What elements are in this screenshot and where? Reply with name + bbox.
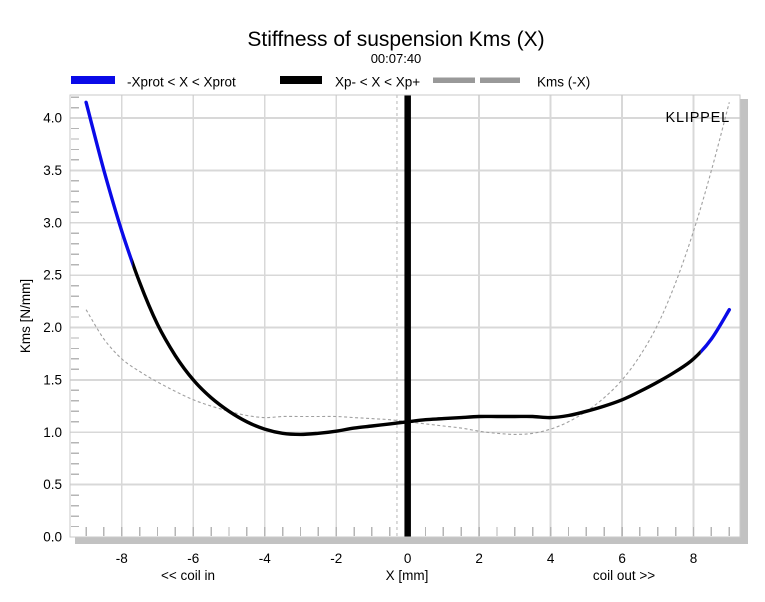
plot-shadow-bottom (75, 537, 748, 544)
y-tick-label: 0.5 (43, 477, 62, 492)
axis-ticks (71, 96, 730, 536)
x-axis-label: X [mm] (386, 568, 429, 583)
legend-swatch-xprot (71, 76, 115, 84)
zero-position-bar (404, 95, 411, 537)
y-tick-label: 3.0 (43, 215, 62, 230)
y-tick-label: 1.5 (43, 372, 62, 387)
plot-frame (69, 94, 741, 538)
x-tick-label: 4 (547, 551, 555, 566)
legend-label-mirror: Kms (-X) (537, 75, 590, 90)
coil-in-annotation: << coil in (161, 568, 215, 583)
x-tick-label: -4 (259, 551, 271, 566)
legend-label-xprot: -Xprot < X < Xprot (127, 75, 236, 90)
x-tick-label: -8 (116, 551, 128, 566)
y-tick-label: 0.0 (43, 530, 62, 545)
tick-labels: -8 -6 -4 -2 0 2 4 6 8 0.0 0.5 1.0 1.5 2.0 2.5 3.0 3.5 4.0 (43, 111, 697, 566)
y-tick-label: 1.0 (43, 425, 62, 440)
position-markers (396, 95, 411, 537)
kms-mirror-curve (85, 102, 730, 435)
y-tick-label: 4.0 (43, 111, 62, 126)
x-tick-label: -6 (187, 551, 199, 566)
coil-out-annotation: coil out >> (593, 568, 655, 583)
x-tick-label: 0 (404, 551, 412, 566)
kms-curve-black (132, 257, 701, 437)
legend: -Xprot < X < Xprot Xp- < X < Xp+ Kms (-X… (71, 75, 590, 90)
curves (84, 100, 731, 437)
legend-swatch-mirror-dash1 (433, 77, 475, 83)
klippel-watermark: KLIPPEL (666, 110, 730, 126)
legend-label-xp: Xp- < X < Xp+ (335, 75, 420, 90)
y-axis-label: Kms [N/mm] (18, 279, 33, 353)
legend-swatch-xp (280, 76, 322, 84)
x-tick-label: 8 (690, 551, 698, 566)
y-tick-label: 3.5 (43, 163, 62, 178)
chart-title: Stiffness of suspension Kms (X) (247, 28, 544, 51)
y-tick-label: 2.5 (43, 268, 62, 283)
chart-subtitle-timestamp: 00:07:40 (371, 51, 422, 66)
y-tick-label: 2.0 (43, 320, 62, 335)
x-tick-label: -2 (330, 551, 342, 566)
legend-swatch-mirror-dash2 (480, 77, 520, 83)
x-tick-label: 2 (475, 551, 483, 566)
plot-shadow-right (740, 99, 748, 544)
x-tick-label: 6 (618, 551, 626, 566)
